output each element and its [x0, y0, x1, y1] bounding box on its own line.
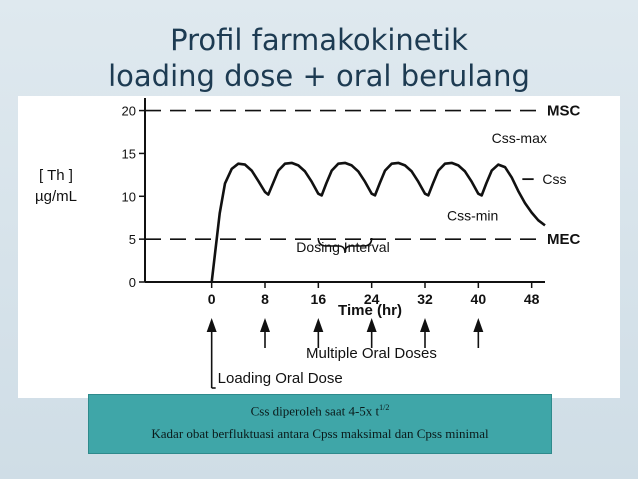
css-label: Css [542, 171, 566, 187]
dose-arrowhead [260, 318, 270, 332]
concentration-curve [210, 161, 546, 283]
dosing-interval-label: Dosing Interval [296, 239, 389, 255]
msc-label: MSC [547, 103, 581, 120]
y-tick-label: 10 [122, 189, 136, 204]
dose-arrowhead [313, 318, 324, 332]
x-tick-label: 48 [524, 291, 540, 307]
mec-label: MEC [547, 231, 581, 248]
y-axis-title-line-2: µg/mL [35, 188, 77, 205]
slide-title-line-2: loading dose + oral berulang [108, 59, 530, 93]
slide-title-line-1: Profil farmakokinetik [170, 23, 468, 57]
y-tick-label: 5 [129, 232, 136, 247]
x-tick-label: 24 [364, 291, 380, 307]
note-fluctuation-line: Kadar obat berfluktuasi antara Cpss maks… [151, 426, 489, 441]
dose-arrowhead [366, 318, 377, 332]
loading-oral-dose-label: Loading Oral Dose [218, 370, 343, 387]
x-tick-label: 16 [311, 291, 327, 307]
note-css-text: Css diperoleh saat 4-5x t [250, 403, 380, 419]
y-tick-label: 15 [122, 146, 136, 161]
loading-dose-arrowhead [206, 318, 217, 332]
note-css-line: Css diperoleh saat 4-5x t1/2 [89, 403, 551, 419]
note-box: Css diperoleh saat 4-5x t1/2 Kadar obat … [88, 394, 552, 454]
y-tick-label: 20 [122, 104, 136, 119]
x-axis-title: Time (hr) [338, 302, 402, 319]
note-css-superscript: 1/2 [379, 403, 390, 412]
dose-arrowhead [420, 318, 430, 332]
pk-chart-svg: MSC MEC 0 5 10 15 20 0 8 16 24 32 40 48 Time (hr) [ Th… [35, 98, 581, 389]
pk-chart: MSC MEC 0 5 10 15 20 0 8 16 24 32 40 48 Time (hr) [ Th… [18, 96, 620, 398]
css-max-label: Css-max [492, 130, 547, 146]
y-axis-title-line-1: [ Th ] [39, 167, 73, 184]
dosing-interval-bracket [317, 237, 373, 254]
x-tick-label: 8 [261, 291, 269, 307]
x-tick-label: 0 [208, 291, 216, 307]
css-min-label: Css-min [447, 207, 498, 223]
x-tick-label: 32 [417, 291, 433, 307]
y-tick-label: 0 [129, 275, 136, 290]
multiple-oral-doses-label: Multiple Oral Doses [306, 345, 437, 362]
dose-arrowhead [473, 318, 484, 332]
x-tick-label: 40 [471, 291, 487, 307]
